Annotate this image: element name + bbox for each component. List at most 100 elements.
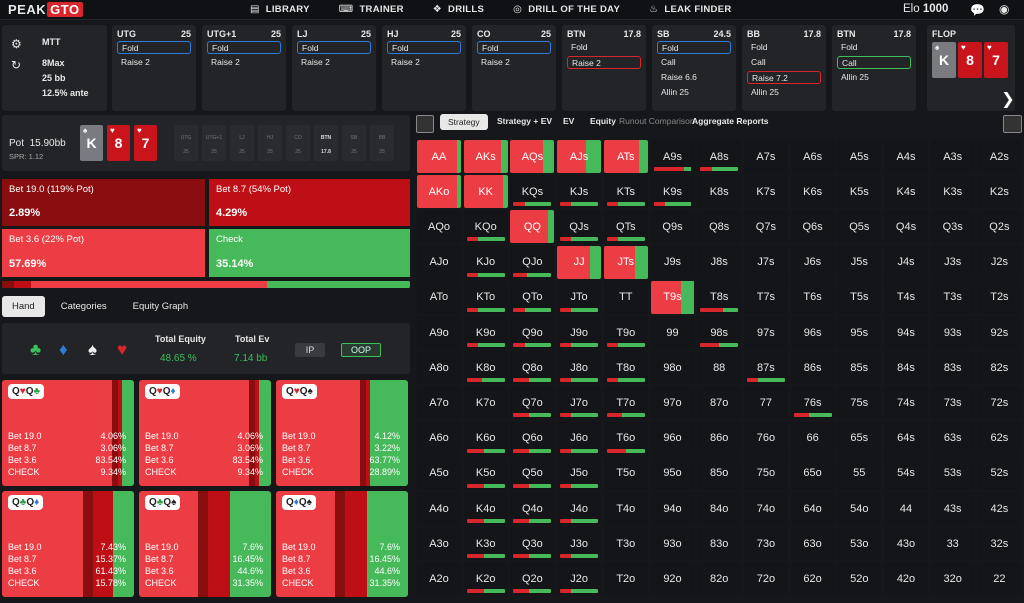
range-cell[interactable]: K7o [463, 386, 508, 420]
oop-button[interactable]: OOP [341, 343, 381, 357]
range-cell[interactable]: T3o [603, 527, 648, 561]
range-cell[interactable]: KQs [510, 175, 555, 209]
range-cell[interactable]: 99 [650, 316, 695, 349]
range-cell[interactable]: A4o [417, 492, 461, 525]
range-cell[interactable]: K3o [463, 527, 508, 561]
position-action[interactable]: Fold [477, 41, 551, 54]
range-cell[interactable]: J3o [557, 527, 602, 561]
range-cell[interactable]: AA [417, 140, 461, 173]
range-cell[interactable]: Q9o [510, 316, 555, 349]
range-cell[interactable]: T6s [790, 280, 835, 314]
range-cell[interactable]: K8o [463, 351, 508, 385]
range-cell[interactable]: 96s [790, 316, 835, 349]
range-cell[interactable]: J8s [697, 245, 742, 279]
range-cell[interactable]: T6o [603, 421, 648, 455]
chat-icon[interactable]: 💬 [970, 3, 985, 17]
position-card-co[interactable]: CO 25 Fold Raise 2 [472, 25, 556, 111]
range-cell[interactable]: T7s [743, 280, 788, 314]
position-action[interactable]: Raise 2 [211, 57, 240, 67]
position-card-utg[interactable]: UTG 25 Fold Raise 2 [112, 25, 196, 111]
range-cell[interactable]: A9s [650, 140, 695, 173]
range-cell[interactable]: 95o [650, 456, 695, 490]
range-cell[interactable]: J5s [837, 245, 882, 279]
range-cell[interactable]: Q5o [510, 456, 555, 490]
range-cell[interactable]: 75s [837, 386, 882, 420]
range-cell[interactable]: 84s [884, 351, 928, 385]
flop-card[interactable]: FLOP ♠ K ♥ 8 ♥ 7 [927, 25, 1015, 111]
range-cell[interactable]: 86s [790, 351, 835, 385]
range-cell[interactable]: QJs [557, 210, 602, 244]
tab-strategy-ev[interactable]: Strategy + EV [497, 116, 553, 126]
range-cell[interactable]: 85o [697, 456, 742, 490]
combo-card[interactable]: Q♦Q♠ Bet 19.0 7.6% Bet 8.7 16.45% Bet 3.6 44.6… [276, 491, 408, 597]
position-action[interactable]: Call [837, 56, 911, 69]
position-card-lj[interactable]: LJ 25 Fold Raise 2 [292, 25, 376, 111]
position-action[interactable]: Fold [117, 41, 191, 54]
tab-hand[interactable]: Hand [2, 295, 45, 317]
range-cell[interactable]: J6o [557, 421, 602, 455]
range-cell[interactable]: T4s [884, 280, 928, 314]
range-cell[interactable]: Q8s [697, 210, 742, 244]
range-cell[interactable]: 74o [743, 492, 788, 525]
range-cell[interactable]: KJs [557, 175, 602, 209]
range-cell[interactable]: K8s [697, 175, 742, 209]
range-cell[interactable]: 73o [743, 527, 788, 561]
range-cell[interactable]: 94o [650, 492, 695, 525]
range-cell[interactable]: JTs [603, 245, 648, 279]
range-cell[interactable]: 83o [697, 527, 742, 561]
range-cell[interactable]: K6o [463, 421, 508, 455]
range-cell[interactable]: J9o [557, 316, 602, 349]
range-cell[interactable]: K7s [743, 175, 788, 209]
range-cell[interactable]: JJ [557, 245, 602, 279]
range-cell[interactable]: A3s [930, 140, 975, 173]
range-cell[interactable]: A3o [417, 527, 461, 561]
range-cell[interactable]: 52s [977, 456, 1022, 490]
position-action[interactable]: Allin 25 [841, 72, 869, 82]
brand-logo[interactable]: PEAK GTO [8, 2, 83, 17]
range-cell[interactable]: T4o [603, 492, 648, 525]
range-cell[interactable]: K4o [463, 492, 508, 525]
range-cell[interactable]: K2s [977, 175, 1022, 209]
range-cell[interactable]: 32o [930, 562, 975, 596]
combo-card[interactable]: Q♣Q♠ Bet 19.0 7.6% Bet 8.7 16.45% Bet 3.6 44.6… [139, 491, 271, 597]
range-cell[interactable]: 52o [837, 562, 882, 596]
range-cell[interactable]: Q6s [790, 210, 835, 244]
position-action[interactable]: Fold [207, 41, 281, 54]
range-cell[interactable]: J3s [930, 245, 975, 279]
range-cell[interactable]: T9o [603, 316, 648, 349]
range-cell[interactable]: A2o [417, 562, 461, 596]
action-box-2[interactable]: Bet 8.7 (54% Pot) 4.29% [209, 179, 410, 226]
range-cell[interactable]: K3s [930, 175, 975, 209]
range-cell[interactable]: 63s [930, 421, 975, 455]
range-cell[interactable]: Q7o [510, 386, 555, 420]
range-cell[interactable]: 53o [837, 527, 882, 561]
range-cell[interactable]: 54s [884, 456, 928, 490]
range-cell[interactable]: 64o [790, 492, 835, 525]
range-cell[interactable]: 95s [837, 316, 882, 349]
tab-aggregate-reports[interactable]: Aggregate Reports [692, 116, 769, 126]
range-cell[interactable]: Q5s [837, 210, 882, 244]
refresh-icon[interactable]: ↻ [11, 58, 22, 72]
range-cell[interactable]: A5o [417, 456, 461, 490]
position-action[interactable]: Raise 2 [391, 57, 420, 67]
range-cell[interactable]: T5o [603, 456, 648, 490]
range-cell[interactable]: KK [463, 175, 508, 209]
combo-card[interactable]: Q♥Q♦ Bet 19.0 4.06% Bet 8.7 3.06% Bet 3.6 83.5… [139, 380, 271, 486]
nav-item-library[interactable]: ▤ LIBRARY [250, 4, 310, 15]
position-card-bb[interactable]: BB 17.8 Fold Call Raise 7.2 Allin 25 [742, 25, 826, 111]
range-cell[interactable]: AQs [510, 140, 555, 173]
range-cell[interactable]: K5o [463, 456, 508, 490]
range-cell[interactable]: T8s [697, 280, 742, 314]
range-cell[interactable]: 72s [977, 386, 1022, 420]
range-cell[interactable]: 87s [743, 351, 788, 385]
range-cell[interactable]: 82o [697, 562, 742, 596]
range-cell[interactable]: 76s [790, 386, 835, 420]
range-cell[interactable]: J6s [790, 245, 835, 279]
heart-icon[interactable]: ♥ [117, 340, 128, 359]
range-cell[interactable]: A6s [790, 140, 835, 173]
range-cell[interactable]: J2o [557, 562, 602, 596]
range-cell[interactable]: 97s [743, 316, 788, 349]
range-cell[interactable]: 44 [884, 492, 928, 525]
range-cell[interactable]: ATs [603, 140, 648, 173]
range-cell[interactable]: QTs [603, 210, 648, 244]
